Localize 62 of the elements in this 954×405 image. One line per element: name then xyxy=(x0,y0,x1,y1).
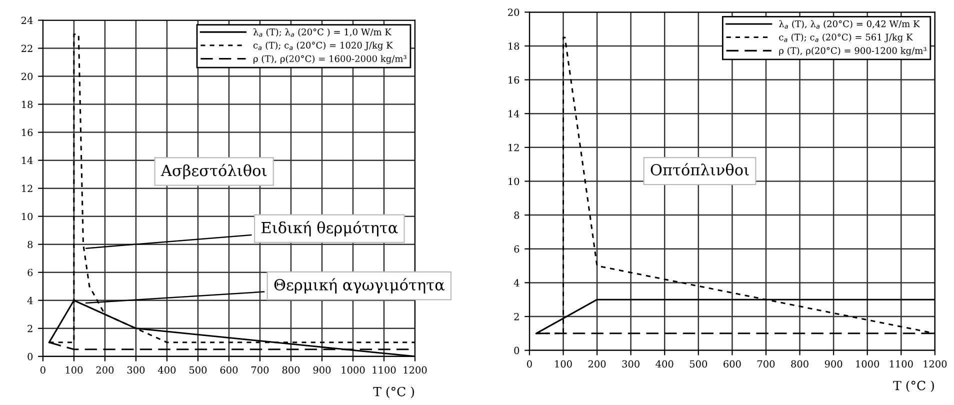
x-tick-label: 300 xyxy=(622,360,640,368)
y-tick-label: 16 xyxy=(508,76,520,84)
y-tick-label: 18 xyxy=(22,100,33,108)
y-tick-label: 12 xyxy=(22,184,32,192)
annotation: Οπτόπλινθοι xyxy=(650,163,749,176)
y-tick-label: 4 xyxy=(514,279,520,286)
y-tick-label: 24 xyxy=(21,16,33,24)
x-axis-title: T (°C ) xyxy=(373,386,414,398)
x-tick-label: 1200 xyxy=(404,366,427,374)
y-tick-label: 4 xyxy=(27,296,33,304)
x-tick-label: 1100 xyxy=(372,366,396,374)
x-tick-label: 400 xyxy=(656,360,674,368)
x-tick-label: 700 xyxy=(758,360,775,368)
x-tick-label: 100 xyxy=(66,366,83,374)
x-tick-label: 800 xyxy=(282,366,300,374)
y-tick-label: 6 xyxy=(514,245,520,253)
x-tick-label: 1100 xyxy=(890,360,913,368)
x-tick-label: 500 xyxy=(190,366,207,374)
x-tick-label: 100 xyxy=(555,360,572,368)
x-tick-label: 200 xyxy=(96,366,114,374)
y-tick-label: 2 xyxy=(514,312,519,320)
legend-label: c$_{a}$ (T); c$_{a}$ (20°C) = 561 J/kg K xyxy=(779,34,913,42)
y-tick-label: 18 xyxy=(508,42,520,50)
y-tick-label: 0 xyxy=(28,352,33,360)
y-tick-label: 12 xyxy=(508,144,519,152)
x-tick-label: 500 xyxy=(690,360,708,368)
legend-label: ρ (T), ρ(20°C) = 900-1200 kg/m³ xyxy=(779,46,926,56)
y-tick-label: 8 xyxy=(28,240,33,248)
x-tick-label: 400 xyxy=(158,366,176,374)
x-tick-label: 800 xyxy=(791,360,808,368)
y-tick-label: 20 xyxy=(21,72,33,80)
x-tick-label: 1000 xyxy=(856,360,880,368)
x-tick-label: 200 xyxy=(588,360,606,368)
x-tick-label: 900 xyxy=(313,366,331,374)
x-tick-label: 900 xyxy=(824,360,842,368)
y-tick-label: 10 xyxy=(22,212,33,220)
x-axis-title: T (°C ) xyxy=(893,380,934,392)
x-tick-label: 1000 xyxy=(342,366,365,374)
legend-label: c$_{a}$ (T); c$_{a}$ (20°C) = 1020 J/kg K xyxy=(253,42,393,50)
x-tick-label: 600 xyxy=(220,366,238,374)
y-tick-label: 16 xyxy=(22,128,33,136)
x-tick-label: 0 xyxy=(527,360,532,368)
x-tick-label: 1200 xyxy=(924,360,947,368)
annotation: Ειδική θερμότητα xyxy=(262,220,398,236)
y-tick-label: 8 xyxy=(514,212,520,219)
legend-label: λ$_{a}$ (T); λ$_{a}$ (20°C ) = 1,0 W/m K xyxy=(253,28,392,37)
legend-label: ρ (T), ρ(20°C) = 1600-2000 kg/m³ xyxy=(254,55,406,64)
y-tick-label: 14 xyxy=(508,110,520,118)
y-tick-label: 22 xyxy=(21,44,32,52)
x-tick-label: 600 xyxy=(724,360,741,368)
x-tick-label: 300 xyxy=(127,366,145,374)
annotation: Θερμική αγωγιμότητα xyxy=(274,278,444,294)
y-tick-label: 20 xyxy=(508,8,520,16)
legend-label: λ$_{a}$ (T), λ$_{a}$ (20°C) = 0,42 W/m K xyxy=(779,20,920,29)
y-tick-label: 2 xyxy=(28,324,32,332)
y-tick-label: 0 xyxy=(514,346,520,354)
x-tick-label: 700 xyxy=(252,366,269,374)
x-tick-label: 0 xyxy=(40,366,46,374)
y-tick-label: 14 xyxy=(22,156,33,164)
y-tick-label: 10 xyxy=(508,178,520,186)
y-tick-label: 6 xyxy=(28,268,33,276)
annotation: Ασβεστόλιθοι xyxy=(160,164,266,180)
